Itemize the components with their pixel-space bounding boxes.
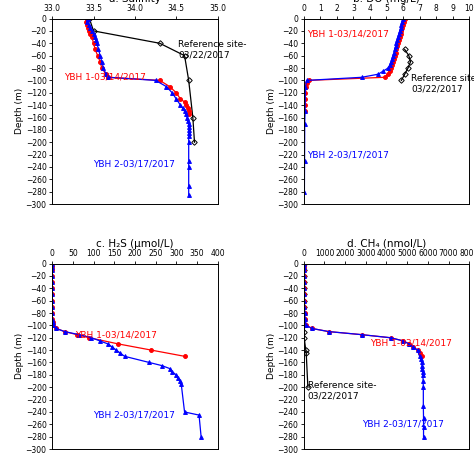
Text: YBH 1-03/14/2017: YBH 1-03/14/2017 <box>307 30 389 38</box>
Title: a. Salinity: a. Salinity <box>109 0 161 4</box>
Y-axis label: Depth (m): Depth (m) <box>15 333 24 380</box>
Title: d. CH₄ (nmol/L): d. CH₄ (nmol/L) <box>347 239 426 249</box>
Text: Reference site-
03/22/2017: Reference site- 03/22/2017 <box>308 381 376 400</box>
Y-axis label: Depth (m): Depth (m) <box>15 88 24 134</box>
Y-axis label: Depth (m): Depth (m) <box>267 88 276 134</box>
Text: YBH 2-03/17/2017: YBH 2-03/17/2017 <box>307 150 389 159</box>
Text: YBH 1-03/14/2017: YBH 1-03/14/2017 <box>370 338 452 347</box>
Title: b. DO (mg/L): b. DO (mg/L) <box>353 0 420 4</box>
Text: YBH 2-03/17/2017: YBH 2-03/17/2017 <box>362 420 444 429</box>
Text: Reference site-
03/22/2017: Reference site- 03/22/2017 <box>178 40 246 59</box>
Title: c. H₂S (μmol/L): c. H₂S (μmol/L) <box>96 239 173 249</box>
Y-axis label: Depth (m): Depth (m) <box>267 333 276 380</box>
Text: Reference site-
03/22/2017: Reference site- 03/22/2017 <box>411 74 474 93</box>
Text: YBH 2-03/17/2017: YBH 2-03/17/2017 <box>93 411 175 419</box>
Text: YBH 1-03/14/2017: YBH 1-03/14/2017 <box>75 330 157 339</box>
Text: YBH 1-03/14/2017: YBH 1-03/14/2017 <box>64 73 146 82</box>
Text: YBH 2-03/17/2017: YBH 2-03/17/2017 <box>93 159 175 169</box>
